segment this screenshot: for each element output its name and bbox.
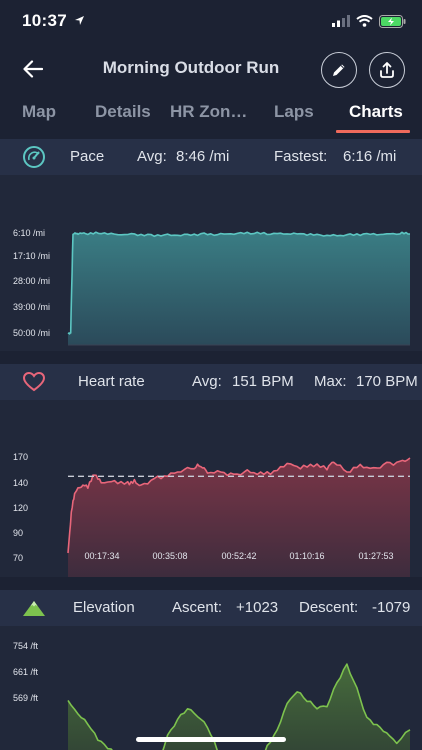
status-icons	[332, 13, 406, 29]
elevation-descent-label: Descent:	[299, 599, 359, 616]
tab-details[interactable]: Details	[95, 102, 151, 121]
page-title: Morning Outdoor Run	[102, 58, 280, 77]
elevation-area	[68, 664, 410, 750]
heart-x-tick-label: 00:52:42	[221, 551, 256, 561]
elevation-y-tick-label: 661 /ft	[13, 667, 39, 677]
elevation-descent-value: -1079	[372, 599, 411, 616]
heart-y-tick-label: 120	[13, 503, 28, 513]
pace-fastest-label: Fastest:	[274, 148, 328, 165]
active-tab-indicator	[336, 130, 410, 133]
location-arrow-icon	[75, 16, 84, 25]
pace-y-tick-label: 6:10 /mi	[13, 228, 45, 238]
tab-laps[interactable]: Laps	[274, 102, 314, 121]
mountain-icon	[23, 601, 45, 616]
share-button[interactable]	[369, 52, 405, 88]
wifi-icon	[356, 15, 373, 27]
pace-area	[68, 232, 410, 345]
pace-avg-label: Avg:	[137, 148, 167, 165]
heart-icon	[22, 371, 46, 392]
pace-panel: Pace Avg: 8:46 /mi Fastest: 6:16 /mi 6:1…	[0, 139, 422, 351]
pace-fastest-value: 6:16 /mi	[343, 148, 397, 165]
heart-avg-label: Avg:	[192, 373, 222, 390]
speedometer-icon	[23, 146, 45, 168]
heart-max-label: Max:	[314, 373, 347, 390]
share-icon	[380, 62, 394, 78]
pace-y-tick-label: 50:00 /mi	[13, 328, 50, 338]
elevation-panel: Elevation Ascent: +1023 Descent: -1079 7…	[0, 590, 422, 750]
heart-x-tick-label: 00:17:34	[84, 551, 119, 561]
tab-hr-zones[interactable]: HR Zon…	[170, 102, 248, 121]
back-arrow-icon	[23, 60, 43, 78]
heart-series-line	[67, 457, 411, 554]
elevation-y-tick-label: 754 /ft	[13, 641, 39, 651]
heart-x-tick-label: 00:35:08	[152, 551, 187, 561]
heart-title: Heart rate	[78, 373, 145, 390]
nav-header: Morning Outdoor Run	[0, 44, 422, 94]
status-time: 10:37	[22, 11, 67, 30]
battery-icon	[379, 14, 406, 28]
status-bar: 10:37	[0, 0, 422, 44]
heart-rate-panel: Heart rate Avg: 151 BPM Max: 170 BPM 170…	[0, 364, 422, 577]
elevation-series-line	[67, 663, 411, 750]
heart-y-tick-label: 90	[13, 528, 23, 538]
heart-y-tick-label: 140	[13, 478, 28, 488]
heart-max-value: 170 BPM	[356, 373, 418, 390]
pace-header: Pace Avg: 8:46 /mi Fastest: 6:16 /mi	[0, 139, 422, 175]
tab-bar: Map Details HR Zon… Laps Charts	[0, 96, 422, 136]
pencil-icon	[333, 64, 345, 76]
elevation-chart: 754 /ft 661 /ft 569 /ft	[13, 641, 411, 750]
pace-chart: 6:10 /mi 17:10 /mi 28:00 /mi 39:00 /mi 50:00…	[13, 228, 411, 346]
heart-x-tick-label: 01:10:16	[289, 551, 324, 561]
heart-y-tick-label: 70	[13, 553, 23, 563]
pace-y-tick-label: 17:10 /mi	[13, 251, 50, 261]
pace-series-line	[67, 231, 411, 335]
elevation-ascent-value: +1023	[236, 599, 279, 616]
back-button[interactable]	[20, 56, 46, 82]
pace-y-tick-label: 28:00 /mi	[13, 276, 50, 286]
heart-y-tick-label: 170	[13, 452, 28, 462]
heart-rate-chart: 170 140 120 90 70 00:17:34 00:35:08 00:52:42 01:…	[13, 452, 411, 577]
tab-map[interactable]: Map	[22, 102, 56, 121]
pace-y-tick-label: 39:00 /mi	[13, 302, 50, 312]
heart-avg-value: 151 BPM	[232, 373, 294, 390]
heart-rate-header: Heart rate Avg: 151 BPM Max: 170 BPM	[0, 364, 422, 400]
tab-charts[interactable]: Charts	[349, 102, 403, 121]
home-indicator	[136, 737, 286, 742]
elevation-header: Elevation Ascent: +1023 Descent: -1079	[0, 590, 422, 626]
heart-x-tick-label: 01:27:53	[358, 551, 393, 561]
heart-area	[68, 458, 410, 577]
elevation-title: Elevation	[73, 599, 135, 616]
elevation-ascent-label: Ascent:	[172, 599, 223, 616]
elevation-y-tick-label: 569 /ft	[13, 693, 39, 703]
edit-button[interactable]	[321, 52, 357, 88]
pace-title: Pace	[70, 148, 105, 165]
signal-icon	[332, 15, 350, 27]
pace-avg-value: 8:46 /mi	[176, 148, 230, 165]
